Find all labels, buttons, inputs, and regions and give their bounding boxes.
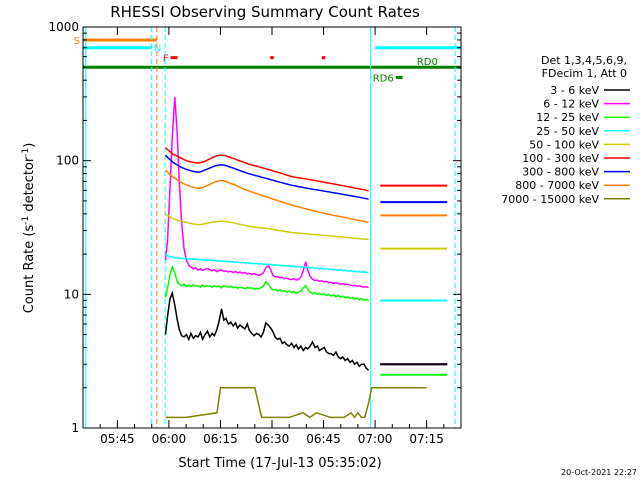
- legend-label-800-7000-kev: 800 - 7000 keV: [515, 179, 599, 192]
- flag-label-s: S: [74, 36, 80, 47]
- legend-label-12-25-kev: 12 - 25 keV: [536, 111, 599, 124]
- series-line-6-12-kev: [164, 96, 369, 289]
- footer-date: 20-Oct-2021 22:27: [561, 468, 637, 477]
- series-line-800-7000-kev: [164, 169, 369, 224]
- x-tick-label-07-00: 07:00: [358, 432, 393, 446]
- x-tick-label-07-15: 07:15: [409, 432, 444, 446]
- flag-label-n: N: [154, 44, 161, 55]
- series-line-300-800-kev: [164, 154, 369, 200]
- legend: Det 1,3,4,5,6,9,FDecim 1, Att 0 3 - 6 keV…: [501, 54, 630, 206]
- series-line-100-300-kev: [164, 147, 369, 192]
- x-tick-label-06-30: 06:30: [255, 432, 290, 446]
- x-axis: 05:45 06:00 06:15 06:30 06:45 07:00 07:15: [82, 27, 462, 446]
- series-line-7000-15000-kev: [165, 387, 427, 419]
- series-line-50-100-kev: [165, 213, 369, 241]
- plot-frame: [82, 26, 462, 429]
- chart-title: RHESSI Observing Summary Count Rates: [110, 3, 420, 21]
- flag-label-rd0: RD0: [417, 57, 438, 68]
- flag-label-f: F: [163, 54, 169, 65]
- legend-label-3-6-kev: 3 - 6 keV: [550, 84, 599, 97]
- legend-label-6-12-kev: 6 - 12 keV: [543, 98, 599, 111]
- series-line-3-6-kev: [164, 290, 370, 371]
- x-tick-label-06-00: 06:00: [152, 432, 187, 446]
- y-tick-label-10: 10: [64, 287, 79, 301]
- y-axis: 1 10 100 1000: [48, 20, 461, 435]
- flag-label-rd6: RD6: [373, 73, 394, 84]
- y-axis-label: Count Rate (s-1 detector-1): [21, 143, 37, 314]
- y-tick-label-100: 100: [56, 154, 79, 168]
- legend-label-7000-15000-kev: 7000 - 15000 keV: [501, 193, 599, 206]
- legend-label-300-800-kev: 300 - 800 keV: [522, 166, 599, 179]
- series-layer: [164, 96, 448, 419]
- x-tick-label-06-45: 06:45: [306, 432, 341, 446]
- series-line-12-25-kev: [164, 264, 370, 302]
- legend-header-line-1: FDecim 1, Att 0: [542, 67, 627, 80]
- legend-label-25-50-kev: 25 - 50 keV: [536, 125, 599, 138]
- y-tick-label-1000: 1000: [48, 20, 79, 34]
- legend-label-100-300-kev: 100 - 300 keV: [522, 152, 599, 165]
- x-axis-label: Start Time (17-Jul-13 05:35:02): [178, 456, 381, 471]
- vlines-layer: [85, 27, 456, 428]
- legend-label-50-100-kev: 50 - 100 keV: [529, 138, 599, 151]
- legend-header-line-0: Det 1,3,4,5,6,9,: [541, 54, 627, 67]
- flags-layer: S NF RD0 RD6: [74, 36, 461, 84]
- x-tick-label-06-15: 06:15: [203, 432, 238, 446]
- x-tick-label-05-45: 05:45: [100, 432, 135, 446]
- y-tick-label-1: 1: [71, 421, 79, 435]
- series-line-25-50-kev: [165, 253, 369, 274]
